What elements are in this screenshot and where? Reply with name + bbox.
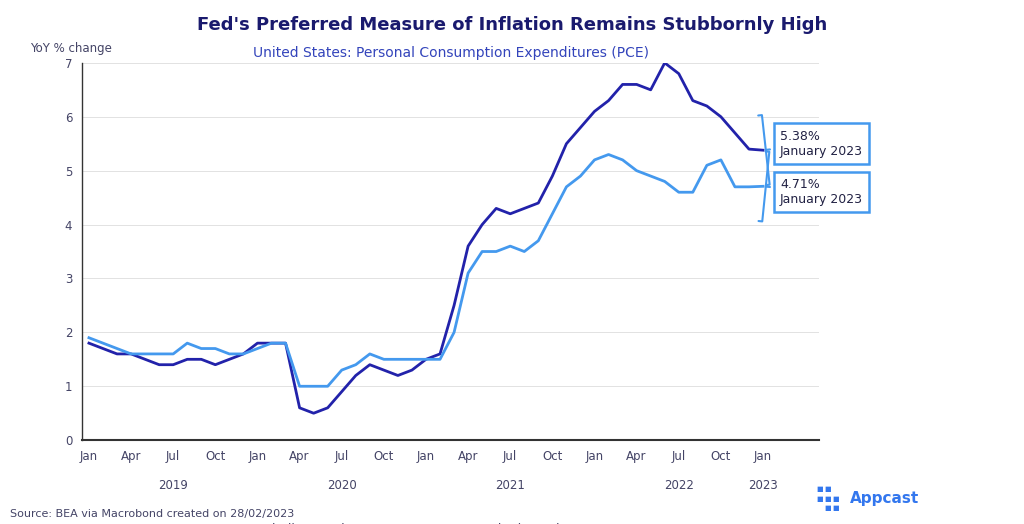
Title: United States: Personal Consumption Expenditures (PCE): United States: Personal Consumption Expe… — [253, 46, 648, 60]
Text: 2021: 2021 — [496, 479, 525, 492]
Text: Appcast: Appcast — [850, 492, 920, 506]
Text: 2019: 2019 — [159, 479, 188, 492]
Text: ■: ■ — [816, 486, 822, 493]
Text: 2022: 2022 — [664, 479, 693, 492]
Text: 2023: 2023 — [749, 479, 778, 492]
Text: Fed's Preferred Measure of Inflation Remains Stubbornly High: Fed's Preferred Measure of Inflation Rem… — [197, 16, 827, 34]
Legend: Excluding Food & Energy, Total Price Index: Excluding Food & Energy, Total Price Ind… — [204, 518, 580, 524]
Text: ■: ■ — [824, 496, 830, 502]
Text: ■: ■ — [824, 505, 830, 511]
Text: YoY % change: YoY % change — [31, 42, 113, 56]
Text: 5.38%
January 2023: 5.38% January 2023 — [758, 115, 863, 185]
Text: 2020: 2020 — [327, 479, 356, 492]
Text: Source: BEA via Macrobond created on 28/02/2023: Source: BEA via Macrobond created on 28/… — [10, 509, 295, 519]
Text: ■: ■ — [833, 505, 839, 511]
Text: ■: ■ — [824, 486, 830, 493]
Text: 4.71%
January 2023: 4.71% January 2023 — [759, 151, 863, 222]
Text: ■: ■ — [833, 496, 839, 502]
Text: ■: ■ — [816, 496, 822, 502]
